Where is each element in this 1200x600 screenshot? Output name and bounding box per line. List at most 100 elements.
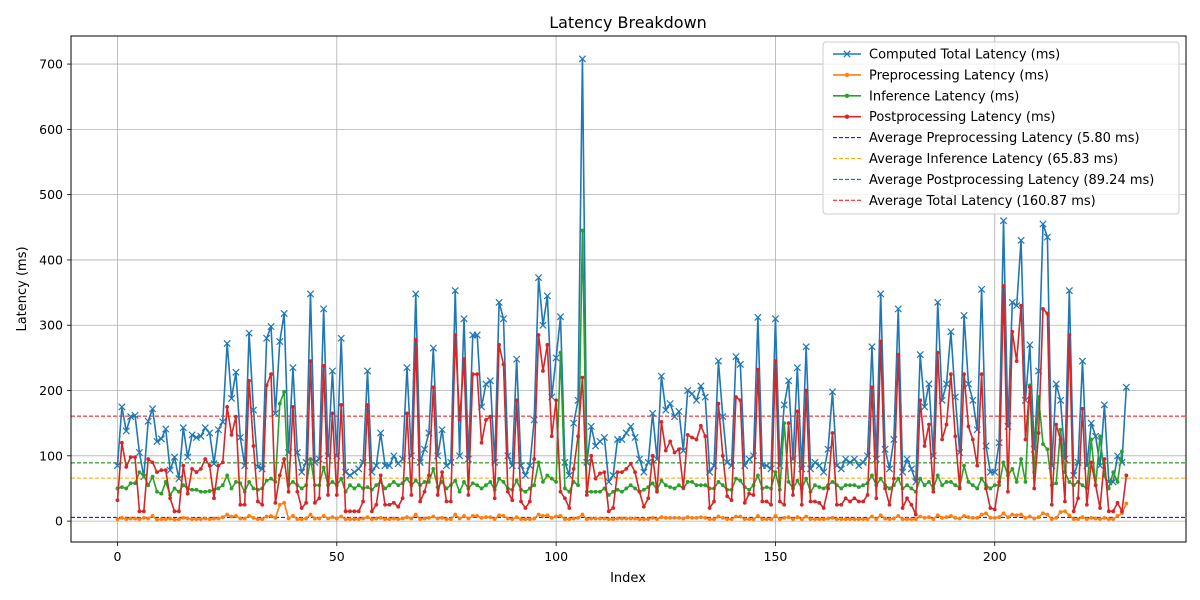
data-point [562,486,567,491]
data-point [672,515,677,520]
data-point [659,478,664,483]
data-point [997,480,1002,484]
data-point [907,465,916,473]
data-point [865,517,870,522]
data-point [615,487,620,492]
data-point [1124,501,1129,506]
data-point [580,228,585,233]
data-point [527,517,532,522]
data-point [830,480,835,484]
data-point [1019,457,1023,461]
data-point [295,517,300,522]
data-point [115,517,120,522]
data-point [622,429,630,437]
data-point [245,329,253,337]
data-point [685,480,690,484]
data-point [964,380,973,388]
data-point [584,493,589,497]
data-point [611,506,616,510]
data-point [1071,509,1076,514]
data-point [1058,437,1063,442]
data-point [223,339,231,348]
data-point [234,414,238,419]
data-point [925,380,933,388]
data-point [802,343,810,351]
data-point [1041,307,1045,311]
data-point [953,483,958,488]
data-point [589,453,594,458]
data-point [216,486,221,491]
data-point [343,509,348,514]
legend: Computed Total Latency (ms) Preprocessing… [822,41,1180,215]
data-point [229,433,234,437]
data-point [277,473,282,478]
data-point [396,517,401,522]
data-point [552,354,560,362]
data-point [773,470,778,475]
data-point [931,517,936,522]
data-point [767,465,775,473]
data-point [821,506,826,510]
data-point [457,418,462,422]
data-point [896,352,901,357]
data-point [942,380,951,388]
data-point [773,513,778,518]
data-point [861,499,866,504]
data-point [412,290,420,298]
data-point [609,471,617,480]
data-point [431,385,436,390]
data-point [273,515,278,520]
data-point [628,516,633,521]
data-point [387,483,392,488]
data-point [969,396,977,404]
data-point [1120,509,1124,514]
data-point [1093,516,1098,521]
data-point [317,496,322,501]
data-point [475,483,480,488]
data-point [883,516,887,521]
data-point [891,476,896,481]
data-point [650,515,655,520]
data-point [549,476,554,481]
data-point [817,517,822,522]
data-point [602,470,607,475]
data-point [830,431,835,435]
data-point [593,516,598,521]
data-point [181,463,186,468]
data-point [1014,480,1019,484]
data-point [633,516,637,521]
data-point [944,515,949,520]
data-point [198,466,203,471]
data-point [1027,385,1032,390]
data-point [913,512,918,517]
data-point [321,465,326,470]
data-point [188,431,196,439]
data-point [1008,298,1016,307]
data-point [534,273,543,282]
data-point [264,478,269,483]
data-point [299,517,304,522]
data-point [462,480,466,484]
data-point [578,55,587,63]
series-markers-0 [113,55,1130,486]
data-point [649,409,657,418]
data-point [697,382,705,390]
data-point [119,515,124,520]
data-point [479,486,484,491]
data-point [172,486,177,491]
data-point [339,476,344,481]
data-point [513,355,521,363]
data-point [492,517,497,522]
data-point [486,377,494,385]
data-point [334,493,339,497]
series-line-2 [117,229,1123,496]
legend-label: Inference Latency (ms) [869,89,1019,104]
data-point [650,453,655,458]
data-point [909,502,914,507]
data-point [970,483,975,488]
data-point [905,517,909,522]
data-point [545,513,550,518]
data-point [755,367,760,372]
data-point [271,409,280,418]
